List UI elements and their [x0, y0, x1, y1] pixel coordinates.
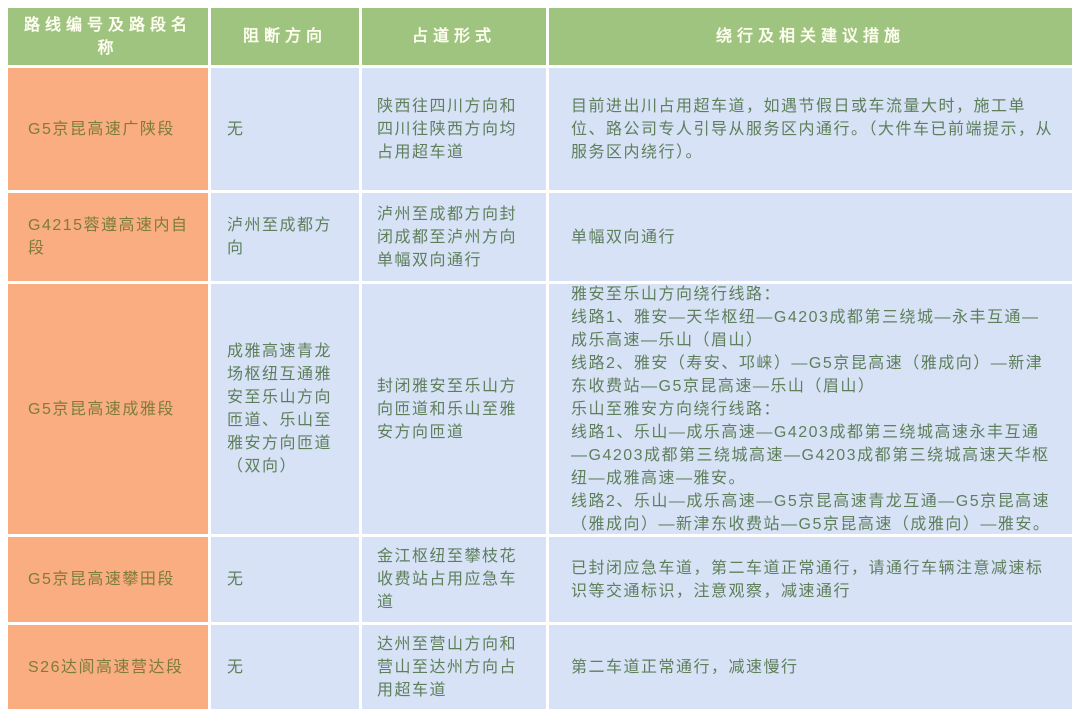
row3-direction-cell: 成雅高速青龙场枢纽互通雅安至乐山方向匝道、乐山至雅安方向匝道（双向）: [211, 284, 359, 534]
row3-occupation-cell: 封闭雅安至乐山方向匝道和乐山至雅安方向匝道: [362, 284, 546, 534]
row5-route-cell: S26达阆高速营达段: [8, 625, 208, 709]
row3-route-cell: G5京昆高速成雅段: [8, 284, 208, 534]
header-direction: 阻断方向: [211, 8, 359, 65]
row1-occupation-cell: 陕西往四川方向和四川往陕西方向均占用超车道: [362, 68, 546, 190]
row2-advice-cell: 单幅双向通行: [549, 193, 1072, 281]
row2-route-cell: G4215蓉遵高速内自段: [8, 193, 208, 281]
row5-occupation-cell: 达州至营山方向和营山至达州方向占用超车道: [362, 625, 546, 709]
row4-advice-cell: 已封闭应急车道，第二车道正常通行，请通行车辆注意减速标识等交通标识，注意观察，减…: [549, 537, 1072, 622]
header-advice: 绕行及相关建议措施: [549, 8, 1072, 65]
row5-direction-cell: 无: [211, 625, 359, 709]
row3-advice-cell: 雅安至乐山方向绕行线路： 线路1、雅安—天华枢纽—G4203成都第三绕城—永丰互…: [549, 284, 1072, 534]
row1-route-cell: G5京昆高速广陕段: [8, 68, 208, 190]
row4-occupation-cell: 金江枢纽至攀枝花收费站占用应急车道: [362, 537, 546, 622]
row1-advice-cell: 目前进出川占用超车道，如遇节假日或车流量大时，施工单位、路公司专人引导从服务区内…: [549, 68, 1072, 190]
row4-direction-cell: 无: [211, 537, 359, 622]
header-route: 路线编号及路段名称: [8, 8, 208, 65]
header-occupation: 占道形式: [362, 8, 546, 65]
row5-advice-cell: 第二车道正常通行，减速慢行: [549, 625, 1072, 709]
row1-direction-cell: 无: [211, 68, 359, 190]
row2-direction-cell: 泸州至成都方向: [211, 193, 359, 281]
row2-occupation-cell: 泸州至成都方向封闭成都至泸州方向单幅双向通行: [362, 193, 546, 281]
road-conditions-table: 路线编号及路段名称 阻断方向 占道形式 绕行及相关建议措施 G5京昆高速广陕段 …: [8, 8, 1072, 709]
row4-route-cell: G5京昆高速攀田段: [8, 537, 208, 622]
